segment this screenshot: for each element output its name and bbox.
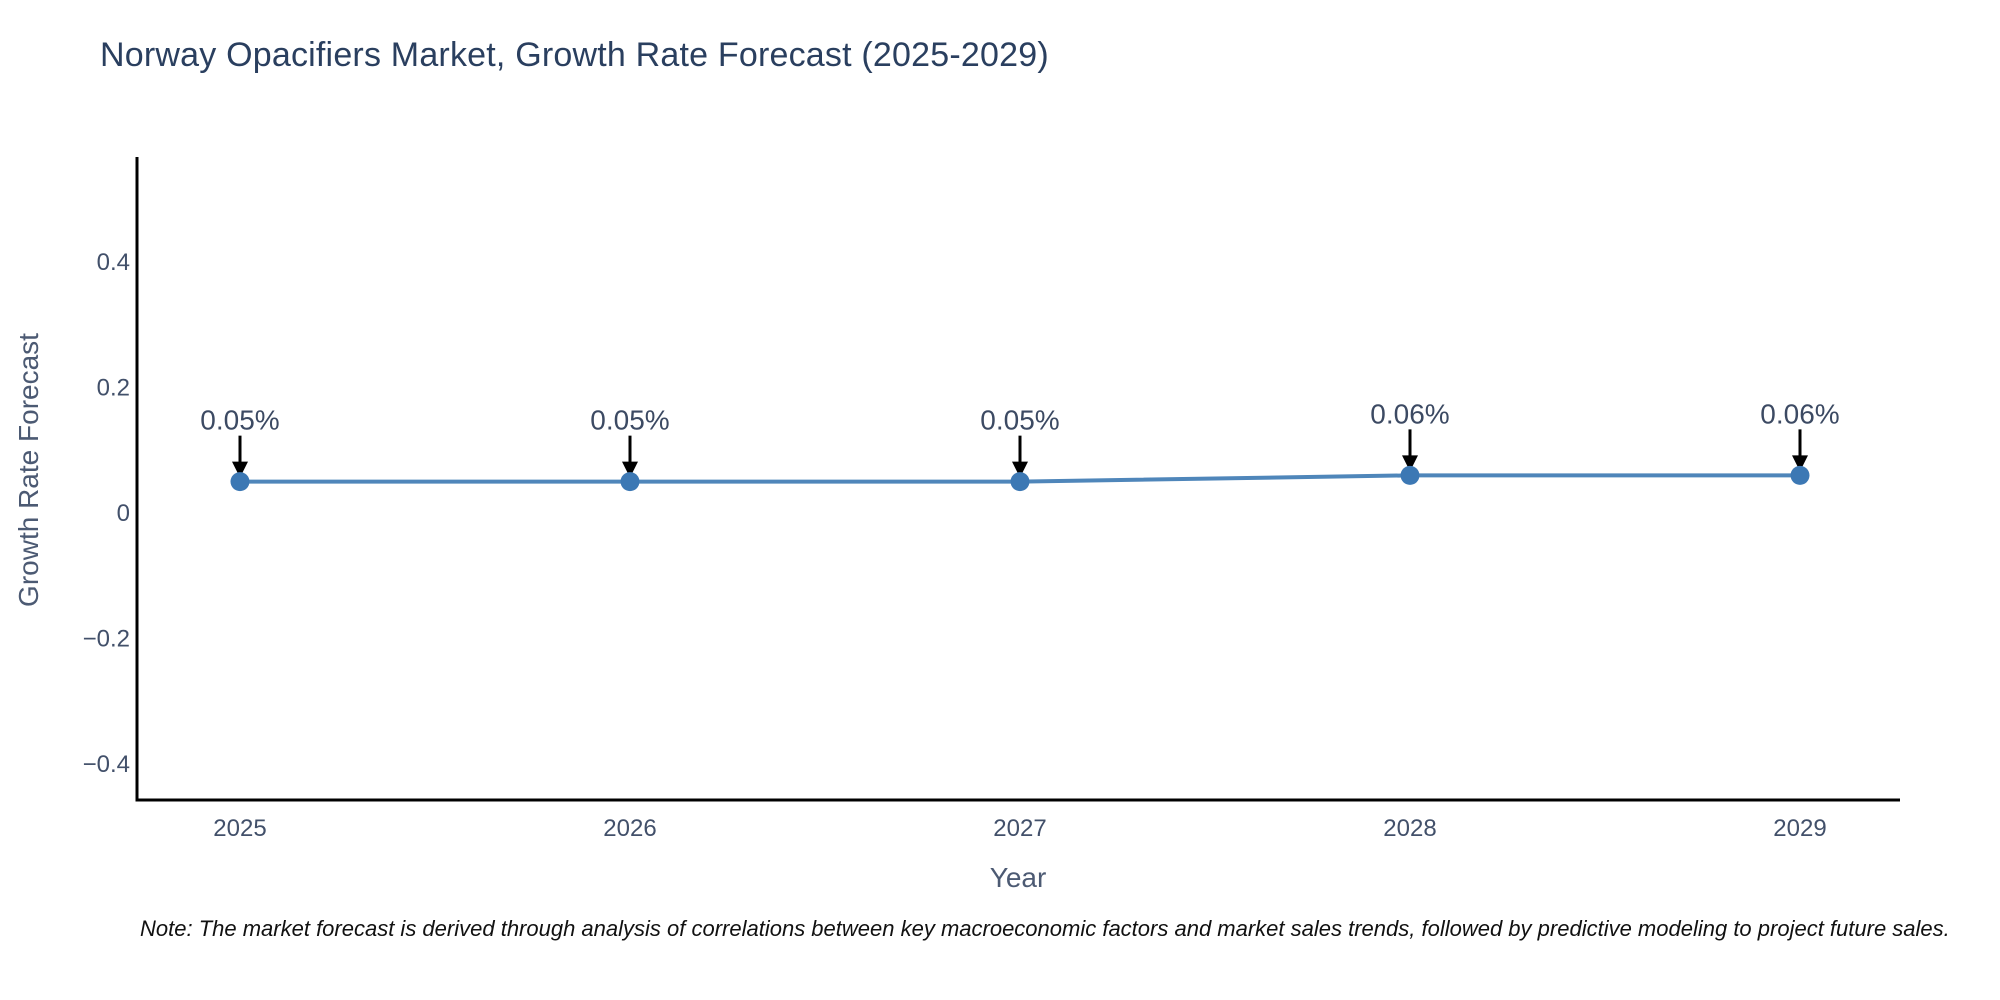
annotation-arrowhead xyxy=(232,461,248,478)
annotation-arrowhead xyxy=(1012,461,1028,478)
data-point[interactable] xyxy=(620,472,640,492)
y-axis-title: Growth Rate Forecast xyxy=(13,333,44,607)
annotation-label: 0.06% xyxy=(1370,398,1449,429)
y-tick-label: 0 xyxy=(117,500,130,527)
footnote: Note: The market forecast is derived thr… xyxy=(140,916,1950,941)
chart-title: Norway Opacifiers Market, Growth Rate Fo… xyxy=(100,36,1049,74)
axis-lines xyxy=(135,157,1900,802)
x-tick-label: 2025 xyxy=(213,815,266,842)
x-tick-label: 2028 xyxy=(1383,815,1436,842)
y-tick-label: −0.4 xyxy=(83,751,130,778)
x-tick-label: 2026 xyxy=(603,815,656,842)
data-point[interactable] xyxy=(1400,465,1420,485)
data-point[interactable] xyxy=(1790,465,1810,485)
x-axis-title: Year xyxy=(989,862,1047,893)
annotation-arrowhead xyxy=(1792,455,1808,472)
x-tick-label: 2027 xyxy=(993,815,1046,842)
annotation-arrowhead xyxy=(622,461,638,478)
y-tick-label: −0.2 xyxy=(83,626,130,653)
y-tick-label: 0.2 xyxy=(97,374,130,401)
data-point[interactable] xyxy=(230,472,250,492)
x-tick-label: 2029 xyxy=(1773,815,1826,842)
annotation-label: 0.05% xyxy=(590,405,669,436)
annotation-arrowhead xyxy=(1402,455,1418,472)
annotation-label: 0.05% xyxy=(980,405,1059,436)
annotation-label: 0.06% xyxy=(1760,398,1839,429)
data-point[interactable] xyxy=(1010,472,1030,492)
annotation-label: 0.05% xyxy=(200,405,279,436)
y-tick-label: 0.4 xyxy=(97,249,130,276)
